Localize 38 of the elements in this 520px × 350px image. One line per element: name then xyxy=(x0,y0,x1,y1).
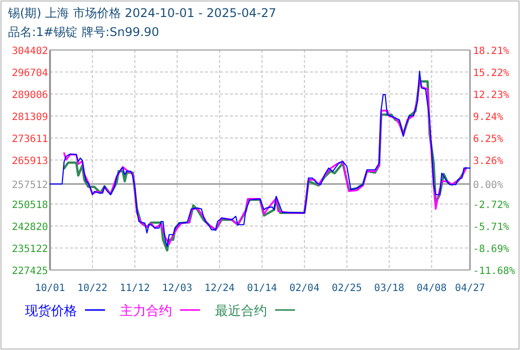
y-tick-label: 242820 xyxy=(12,222,48,233)
y2-tick-label: 18.21% xyxy=(473,46,510,57)
x-tick-label: 11/12 xyxy=(120,283,150,294)
x-tick-label: 04/08 xyxy=(416,283,447,294)
y2-tick-label: -8.69% xyxy=(473,244,510,255)
y2-tick-label: -2.72% xyxy=(473,200,510,212)
chart-title: 锡(期) 上海 市场价格 2024-10-01 - 2025-04-27 xyxy=(7,6,276,20)
y2-tick-label: 3.26% xyxy=(473,156,504,168)
x-tick-label: 04/27 xyxy=(454,283,486,294)
y2-tick-label: 9.24% xyxy=(473,112,504,124)
chart-subtitle: 品名:1#锡锭 牌号:Sn99.90 xyxy=(8,25,160,39)
x-tick-label: 03/18 xyxy=(374,283,404,294)
y-tick-label: 257512 xyxy=(12,180,48,192)
y-tick-label: 227425 xyxy=(12,266,48,277)
x-tick-label: 01/14 xyxy=(246,283,278,294)
y-tick-label: 250518 xyxy=(12,200,48,211)
legend-label: 最近合约 xyxy=(215,304,267,319)
y2-tick-label: -11.68% xyxy=(473,266,516,277)
x-tick-label: 12/24 xyxy=(204,283,235,294)
y2-tick-label: 0.00% xyxy=(473,180,504,192)
y-tick-label: 289006 xyxy=(12,90,48,101)
x-tick-label: 12/03 xyxy=(162,283,192,294)
x-tick-label: 02/25 xyxy=(332,283,362,294)
y-tick-label: 265913 xyxy=(12,156,48,167)
y-tick-label: 281309 xyxy=(12,112,48,123)
legend-label: 现货价格 xyxy=(25,304,77,319)
y2-tick-label: -5.71% xyxy=(473,222,510,234)
y2-tick-label: 6.25% xyxy=(473,134,504,146)
legend-label: 主力合约 xyxy=(120,303,172,319)
y-tick-label: 304402 xyxy=(12,46,48,57)
x-tick-label: 10/01 xyxy=(34,283,66,294)
x-tick-label: 10/22 xyxy=(77,283,108,294)
y2-tick-label: 15.22% xyxy=(473,68,510,80)
y2-tick-label: 12.23% xyxy=(473,90,510,102)
y-tick-label: 235122 xyxy=(12,244,48,255)
y-tick-label: 273611 xyxy=(12,134,48,145)
y-tick-label: 296704 xyxy=(12,68,48,79)
x-tick-label: 02/04 xyxy=(289,283,320,294)
